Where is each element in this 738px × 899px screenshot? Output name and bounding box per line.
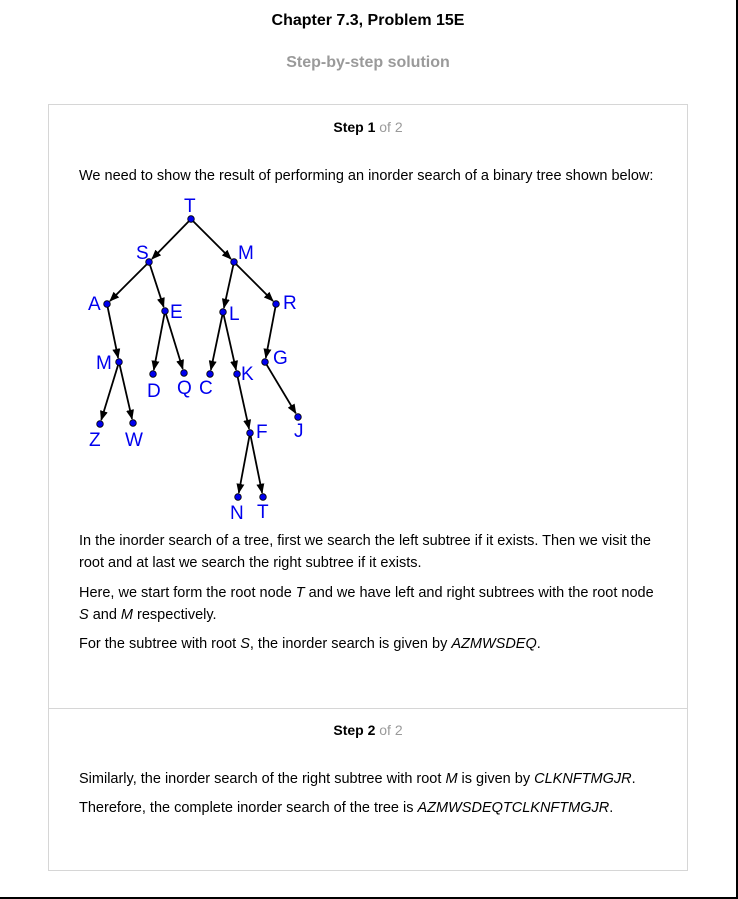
tree-edge-f-t2 [249,436,265,494]
step-divider [49,708,687,709]
tree-node-n [234,493,242,501]
tree-node-a [103,300,111,308]
step2-para2: Therefore, the complete inorder search o… [79,800,614,816]
tree-node-w [129,419,137,427]
step1-para3: For the subtree with root S, the inorder… [79,636,541,652]
tree-node-label-s: S [136,243,149,264]
tree-edge-m2-w [118,365,134,420]
step1-para1: In the inorder search of a tree, first w… [79,533,651,571]
tree-edge-m2-z [100,364,119,421]
tree-edge-r-g [263,307,277,359]
step2-label: Step 2 [333,722,376,738]
tree-edge-m-l [221,265,235,309]
page-subtitle: Step-by-step solution [286,54,450,71]
tree-node-t [187,215,195,223]
tree-node-m2 [115,358,123,366]
tree-edge-m-r [235,263,274,302]
solution-card: Step 1 of 2 We need to show the result o… [48,104,688,871]
tree-edge-s-e [149,264,165,308]
tree-node-label-r: R [283,293,297,314]
step1-count: of 2 [379,119,403,135]
step2-count: of 2 [379,722,403,738]
tree-node-label-c: C [199,378,213,399]
tree-node-m [230,258,238,266]
step1-intro: We need to show the result of performing… [79,168,654,184]
tree-node-j [294,413,302,421]
tree-node-g [261,358,269,366]
tree-node-label-t2: T [257,502,269,523]
tree-node-label-l: L [229,304,240,325]
step2-para1: Similarly, the inorder search of the rig… [79,771,636,787]
tree-node-k [233,370,241,378]
tree-edge-t-m [192,220,232,260]
tree-node-c [206,370,214,378]
tree-node-d [149,370,157,378]
tree-edge-g-j [265,364,297,415]
step1-para2: Here, we start form the root node T and … [79,585,654,623]
tree-node-f [246,429,254,437]
page-title: Chapter 7.3, Problem 15E [271,12,465,29]
tree-node-label-d: D [147,381,161,402]
tree-node-label-z: Z [89,430,101,451]
tree-edge-l-c [208,315,224,371]
tree-edge-a-m2 [106,307,121,359]
tree-node-label-m: M [238,243,254,264]
tree-node-label-j: J [294,421,304,442]
tree-edge-t-s [151,220,190,260]
tree-node-label-f: F [256,422,268,443]
step2-header: Step 2 of 2 [49,722,687,738]
tree-node-t2 [259,493,267,501]
tree-edge-l-k [222,315,238,371]
tree-node-l [219,308,227,316]
step1-header: Step 1 of 2 [49,119,687,135]
page-border-right [736,0,738,899]
tree-node-z [96,420,104,428]
tree-edge-f-n [236,436,251,494]
tree-node-r [272,300,280,308]
tree-edge-s-a [109,263,148,302]
tree-edge-e-q [165,313,184,370]
tree-node-label-a: A [88,294,101,315]
step1-label: Step 1 [333,119,376,135]
tree-node-label-g: G [273,348,288,369]
tree-node-q [180,369,188,377]
tree-node-label-e: E [170,302,183,323]
tree-node-label-k: K [241,364,254,385]
tree-node-label-w: W [125,430,143,451]
tree-edge-e-d [151,314,166,371]
tree-node-label-q: Q [177,378,192,399]
tree-node-e [161,307,169,315]
tree-node-label-t: T [184,196,196,217]
tree-edge-k-f [236,377,252,430]
tree-node-label-m2: M [96,353,112,374]
page-border-bottom [0,897,738,899]
tree-node-s [145,258,153,266]
tree-node-label-n: N [230,503,244,523]
